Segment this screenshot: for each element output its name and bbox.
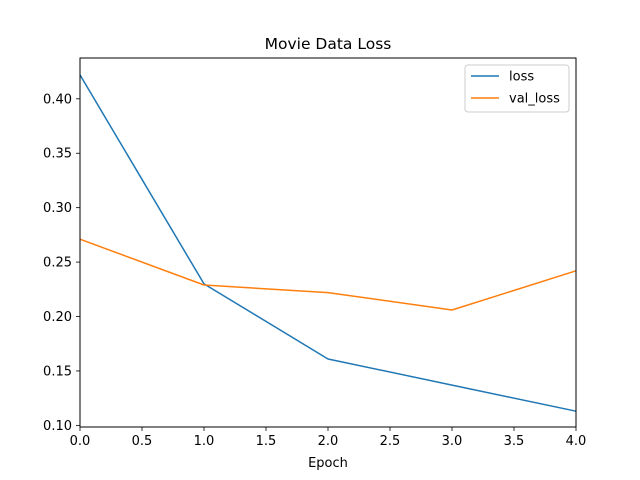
legend-label-loss: loss: [509, 70, 534, 85]
x-axis: 0.0 0.5 1.0 1.5 2.0 2.5 3.0 3.5 4.0: [70, 427, 587, 449]
x-tick-label: 0.0: [70, 434, 91, 449]
y-tick-label: 0.15: [43, 364, 72, 379]
plot-area-frame: [79, 57, 577, 428]
x-axis-label: Epoch: [308, 456, 348, 471]
x-tick-label: 0.5: [132, 434, 153, 449]
x-tick-label: 3.5: [504, 434, 525, 449]
x-tick-label: 1.0: [194, 434, 215, 449]
series-line-val-loss: [79, 238, 577, 311]
chart-title: Movie Data Loss: [265, 35, 392, 53]
x-tick-label: 4.0: [566, 434, 587, 449]
legend-label-val-loss: val_loss: [509, 92, 560, 107]
y-tick-label: 0.40: [43, 92, 72, 107]
y-tick-label: 0.25: [43, 256, 72, 271]
y-tick-label: 0.10: [43, 419, 72, 434]
x-tick-label: 2.0: [318, 434, 339, 449]
y-tick-label: 0.20: [43, 310, 72, 325]
x-tick-label: 1.5: [256, 434, 277, 449]
legend: loss val_loss: [464, 64, 570, 113]
y-axis: 0.10 0.15 0.20 0.25 0.30 0.35 0.40: [43, 92, 80, 434]
plot-lines: [79, 74, 577, 412]
y-tick-label: 0.30: [43, 201, 72, 216]
x-tick-label: 3.0: [442, 434, 463, 449]
x-tick-label: 2.5: [380, 434, 401, 449]
y-tick-label: 0.35: [43, 147, 72, 162]
series-line-loss: [79, 74, 577, 412]
